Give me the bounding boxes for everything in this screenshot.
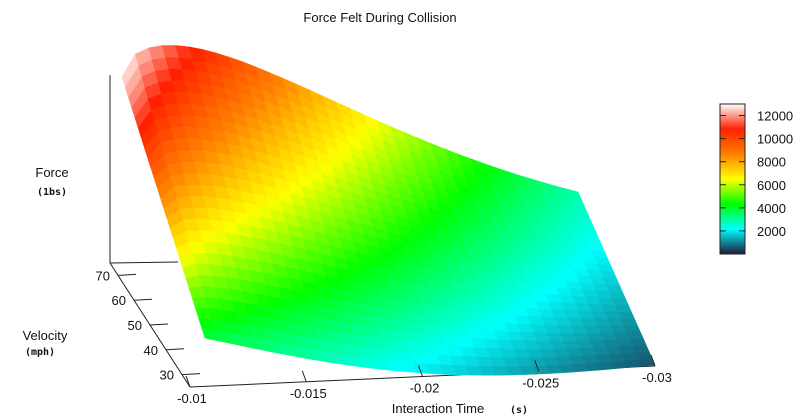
colorbar-tick-label: 12000 (757, 109, 793, 124)
surface-cell (620, 318, 638, 326)
time-tick-label: -0.015 (290, 386, 327, 401)
colorbar-tick-label: 4000 (757, 201, 786, 216)
time-tick-label: -0.02 (410, 381, 440, 396)
z-axis-unit: (1bs) (37, 187, 67, 198)
colorbar-fill (719, 103, 746, 255)
time-ticks: -0.01 -0.015 -0.02 -0.025 -0.03 (177, 354, 672, 406)
surface-cell (614, 304, 632, 313)
y-axis-title: Velocity (mph) (23, 328, 68, 358)
colorbar-tick-label: 2000 (757, 224, 786, 239)
surface-cell (626, 331, 644, 340)
surface-cell (623, 324, 641, 333)
velocity-tick-mark (181, 373, 201, 376)
velocity-tick-mark (165, 348, 185, 351)
chart-title: Force Felt During Collision (303, 10, 456, 25)
back-floor-edge (109, 261, 179, 264)
velocity-tick-label: 70 (96, 268, 110, 283)
surface-cell (632, 344, 650, 353)
colorbar-tick-label: 6000 (757, 178, 786, 193)
time-tick-mark (301, 370, 307, 382)
x-axis-unit: (s) (510, 405, 528, 416)
surface-cell (611, 297, 629, 306)
time-tick-mark (185, 375, 191, 388)
velocity-tick-label: 50 (128, 318, 142, 333)
x-axis-title: Interaction Time (s) (392, 401, 528, 416)
velocity-tick-mark (149, 323, 169, 326)
time-tick-mark (418, 365, 423, 377)
z-axis-label: Force (35, 165, 68, 180)
surface-cell (629, 338, 647, 347)
x-axis-label: Interaction Time (392, 401, 485, 416)
velocity-tick-label: 60 (112, 293, 126, 308)
time-tick-mark (534, 360, 540, 372)
surface-cell (635, 351, 653, 360)
surface-cell (564, 188, 582, 200)
colorbar-ticks: 2000 4000 6000 8000 10000 12000 (720, 109, 793, 239)
velocity-tick-mark (133, 298, 153, 301)
colorbar-tick-label: 8000 (757, 155, 786, 170)
z-axis-title: Force (1bs) (35, 165, 68, 198)
surface-cell (617, 311, 635, 319)
velocity-tick-label: 40 (144, 343, 158, 358)
colorbar: 2000 4000 6000 8000 10000 12000 (719, 103, 793, 255)
y-axis-unit: (mph) (25, 347, 55, 358)
time-tick-label: -0.03 (642, 370, 672, 385)
colorbar-tick-label: 10000 (757, 132, 793, 147)
time-tick-label: -0.025 (522, 375, 559, 390)
velocity-tick-mark (117, 273, 137, 276)
time-tick-label: -0.01 (177, 391, 207, 406)
velocity-tick-label: 30 (160, 368, 174, 383)
force-surface (121, 45, 656, 376)
y-axis-label: Velocity (23, 328, 68, 343)
time-tick-mark (650, 354, 656, 367)
